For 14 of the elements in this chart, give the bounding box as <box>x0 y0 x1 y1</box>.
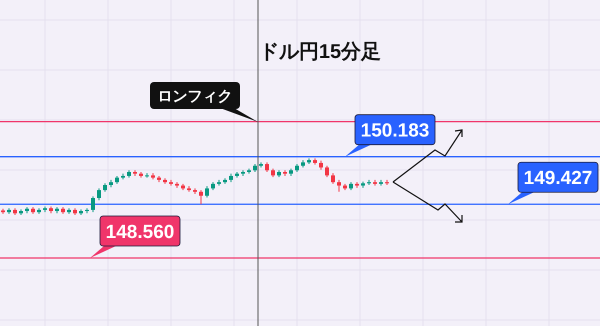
chart-title: ドル円15分足 <box>258 41 382 63</box>
candlestick <box>265 162 269 172</box>
candlestick <box>205 186 209 198</box>
candlestick <box>325 165 329 178</box>
ref-label: 150.183 <box>345 114 436 157</box>
ref-label: 148.560 <box>90 216 180 258</box>
candlestick <box>337 179 341 192</box>
ref-label: 149.427 <box>508 162 598 204</box>
annotation: ロンフィク <box>150 82 258 122</box>
candlestick <box>199 190 203 205</box>
candlestick <box>97 188 101 201</box>
candlestick <box>91 196 95 213</box>
candlestick <box>319 160 323 170</box>
candlestick <box>331 172 335 184</box>
